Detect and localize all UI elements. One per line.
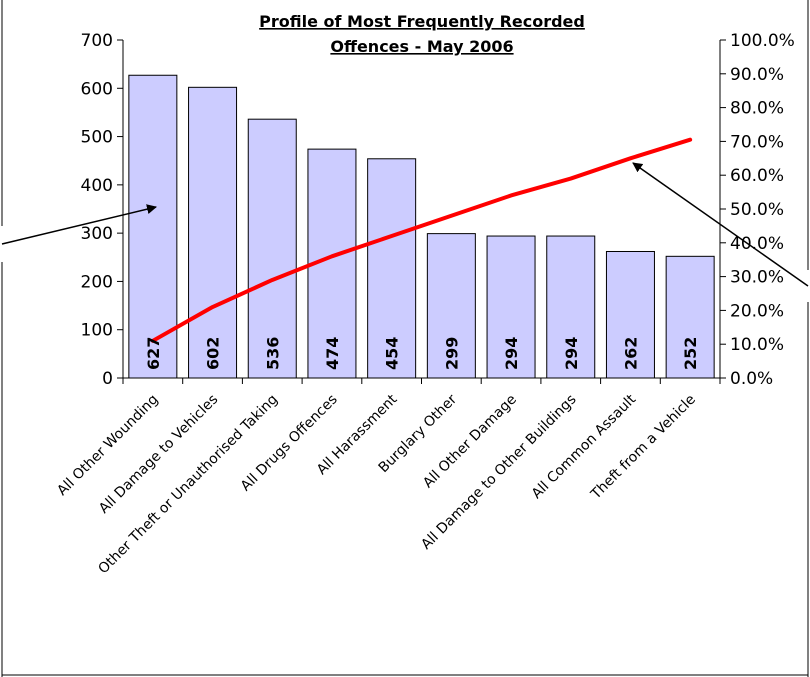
cumulative-line — [150, 137, 693, 343]
bar-10 — [665, 255, 715, 379]
annotation-arrow-left — [1, 204, 157, 245]
bar-value-label-7: 294 — [502, 337, 521, 370]
y-tick-label: 500 — [81, 128, 113, 148]
bar-value-label-3: 536 — [263, 337, 282, 370]
bar-value-label-2: 602 — [204, 337, 223, 370]
data-labels: 627 602 536 474 454 299 294 294 262 252 — [144, 337, 700, 370]
y2-tick-label: 20.0% — [730, 301, 784, 321]
bar-value-label-10: 252 — [681, 337, 700, 370]
chart-title-line-2: Offences - May 2006 — [330, 37, 513, 56]
bar-7 — [486, 235, 536, 379]
y2-tick-label: 50.0% — [730, 200, 784, 220]
y-tick-label: 400 — [81, 176, 113, 196]
y2-tick-label: 100.0% — [730, 31, 795, 51]
chart-title-line-1: Profile of Most Frequently Recorded — [259, 12, 585, 31]
cumulative-line-series — [150, 137, 693, 343]
y-tick-label: 300 — [81, 224, 113, 244]
y-tick-label: 0 — [102, 369, 113, 389]
bar-value-label-6: 299 — [442, 337, 461, 370]
bar-6 — [426, 233, 476, 379]
y2-tick-label: 40.0% — [730, 234, 784, 254]
bar-1 — [128, 74, 178, 379]
bar-2 — [188, 86, 238, 379]
bar-5 — [367, 158, 417, 379]
y2-tick-label: 10.0% — [730, 335, 784, 355]
bar-value-label-9: 262 — [621, 337, 640, 370]
bar-value-label-1: 627 — [144, 337, 163, 370]
bar-9 — [605, 250, 655, 379]
y-tick-label: 700 — [81, 31, 113, 51]
annotation-arrow-right — [632, 162, 809, 287]
y2-tick-label: 90.0% — [730, 65, 784, 85]
y2-tick-label: 30.0% — [730, 268, 784, 288]
bar-value-label-5: 454 — [383, 337, 402, 370]
bar-3 — [247, 118, 297, 379]
y2-tick-label: 60.0% — [730, 166, 784, 186]
y2-tick-label: 70.0% — [730, 132, 784, 152]
y2-tick-label: 80.0% — [730, 99, 784, 119]
y-tick-label: 100 — [81, 321, 113, 341]
chart-title: Profile of Most Frequently Recorded Offe… — [259, 12, 585, 56]
y-tick-label: 600 — [81, 79, 113, 99]
bar-value-label-8: 294 — [562, 337, 581, 370]
bar-value-label-4: 474 — [323, 337, 342, 370]
y2-tick-label: 0.0% — [730, 369, 773, 389]
axes: 0 100 200 300 400 500 600 700 0.0% 10.0% 20.0% 30.0… — [81, 31, 795, 389]
y-tick-label: 200 — [81, 272, 113, 292]
bars — [128, 74, 715, 379]
